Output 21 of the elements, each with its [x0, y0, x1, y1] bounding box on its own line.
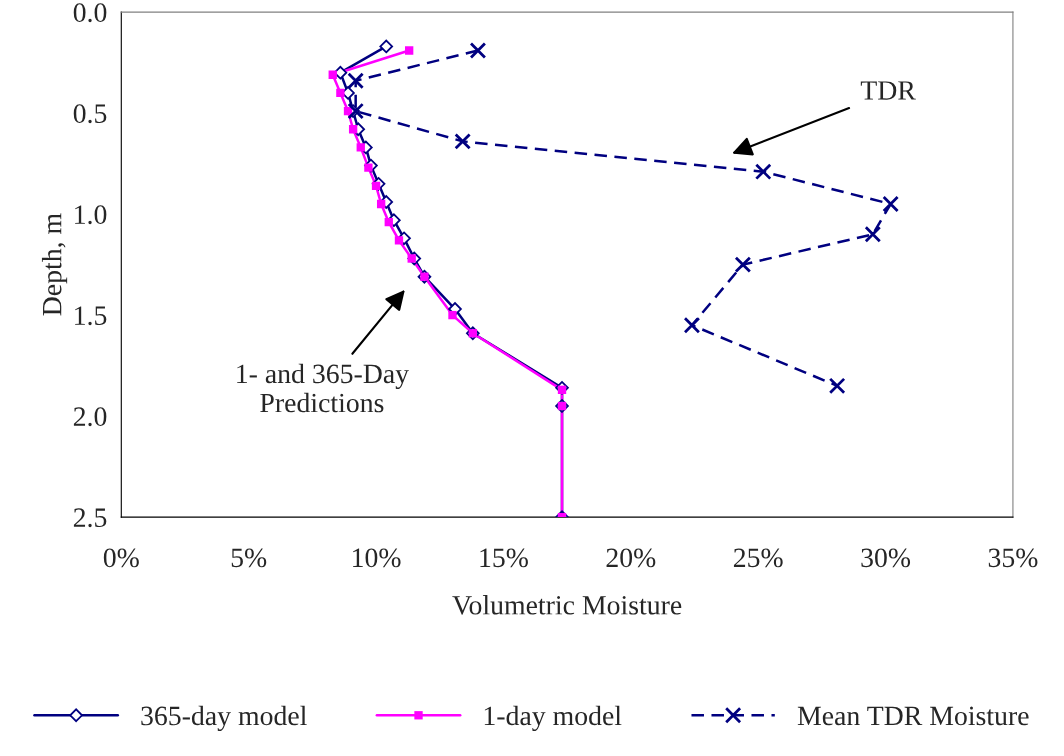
x-tick-label: 0% [103, 548, 139, 568]
legend-label: Mean TDR Moisture [797, 706, 1029, 726]
legend-label: 1-day model [484, 705, 622, 731]
annotation: TDR [860, 81, 916, 100]
y-tick-label: 2.0 [73, 407, 107, 427]
legend-label: 365-day model [141, 705, 307, 731]
x-tick-label: 10% [353, 548, 401, 568]
x-tick-label: 30% [861, 548, 911, 568]
x-tick-label: 15% [480, 548, 528, 568]
y-tick-label: 1.5 [75, 306, 107, 326]
y-tick-label: 0.0 [73, 3, 107, 23]
annotation: 1- and 365-Day Predictions [237, 363, 409, 413]
x-tick-label: 20% [606, 548, 656, 568]
x-tick-label: 35% [988, 548, 1038, 568]
y-tick-label: 2.5 [73, 508, 107, 528]
y-tick-label: 1.0 [75, 205, 107, 225]
x-axis-title: Volumetric Moisture [452, 595, 682, 615]
y-tick-label: 0.5 [73, 104, 107, 124]
y-axis-title: Depth, m [41, 213, 68, 316]
x-tick-label: 25% [733, 548, 783, 568]
x-tick-label: 5% [231, 548, 267, 568]
